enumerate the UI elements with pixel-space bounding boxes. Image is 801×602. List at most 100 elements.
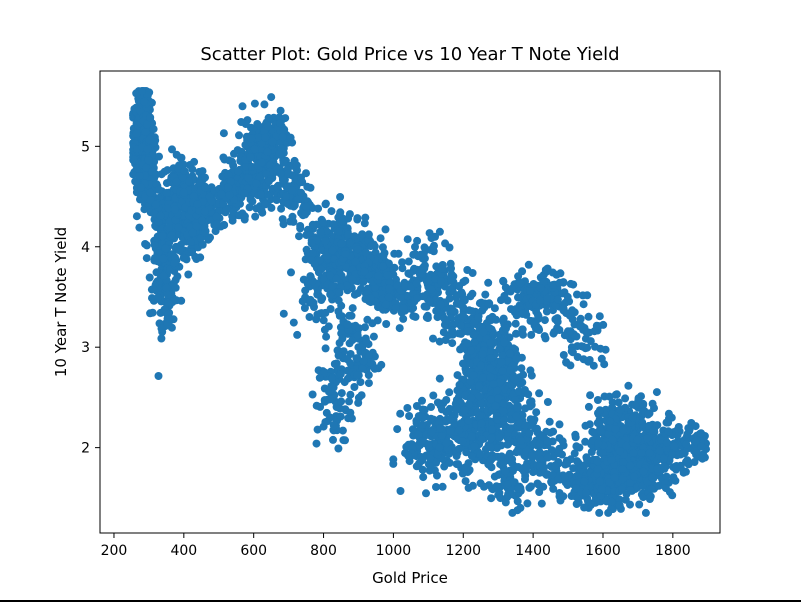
data-point	[135, 172, 144, 180]
data-point	[193, 200, 202, 209]
data-point	[154, 372, 163, 380]
data-point	[198, 240, 207, 249]
data-point	[284, 169, 292, 178]
data-point	[650, 404, 658, 413]
data-point	[448, 326, 457, 335]
data-point	[408, 425, 417, 434]
data-point	[277, 144, 285, 153]
data-point	[518, 309, 527, 318]
data-point	[510, 375, 519, 384]
data-point	[257, 158, 266, 167]
data-point	[303, 182, 312, 191]
data-point	[253, 120, 262, 128]
data-point	[566, 327, 575, 336]
data-point	[289, 318, 298, 327]
data-point	[489, 380, 498, 388]
data-point	[432, 262, 441, 271]
data-point	[645, 448, 654, 457]
data-point	[318, 294, 327, 303]
data-point	[676, 463, 685, 472]
data-point	[321, 237, 330, 246]
x-axis-label: Gold Price	[372, 569, 448, 587]
data-point	[512, 355, 521, 364]
data-point	[556, 269, 565, 278]
data-point	[653, 465, 662, 473]
data-point	[499, 314, 508, 323]
data-point	[429, 334, 437, 343]
data-point	[148, 308, 157, 317]
data-point	[295, 232, 303, 241]
data-point	[362, 337, 371, 346]
data-point	[469, 371, 478, 380]
data-point	[668, 450, 676, 459]
data-point	[427, 414, 435, 423]
data-point	[548, 268, 557, 277]
data-point	[251, 212, 260, 221]
data-point	[592, 321, 601, 330]
data-point	[167, 231, 176, 240]
data-point	[377, 360, 386, 369]
data-point	[257, 190, 265, 199]
data-point	[250, 99, 259, 108]
data-point	[457, 288, 466, 297]
data-point	[156, 211, 165, 220]
data-point	[404, 451, 413, 460]
data-point	[308, 277, 317, 286]
data-point	[669, 473, 678, 482]
data-point	[335, 404, 344, 413]
data-point	[358, 364, 367, 373]
data-point	[132, 212, 141, 221]
data-point	[540, 332, 549, 341]
data-point	[560, 331, 569, 340]
data-point	[305, 313, 314, 321]
data-point	[325, 395, 334, 404]
data-point	[499, 399, 508, 408]
data-point	[412, 462, 421, 471]
data-point	[446, 259, 455, 268]
data-point	[358, 342, 367, 351]
data-point	[539, 464, 548, 473]
data-point	[353, 371, 362, 380]
x-tick-label: 800	[310, 543, 337, 559]
data-point	[360, 267, 369, 276]
data-point	[281, 114, 290, 123]
data-point	[381, 225, 390, 234]
data-point	[264, 122, 272, 131]
data-point	[453, 371, 462, 380]
data-point	[414, 430, 423, 439]
data-point	[343, 320, 352, 329]
data-point	[135, 223, 144, 232]
data-point	[467, 452, 476, 461]
data-point	[575, 443, 584, 452]
data-point	[399, 314, 408, 323]
data-point	[492, 315, 500, 324]
data-point	[644, 410, 652, 419]
data-point	[334, 227, 343, 236]
data-point	[337, 301, 346, 310]
data-point	[366, 358, 375, 367]
data-point	[345, 397, 353, 406]
data-point	[264, 177, 273, 186]
data-point	[175, 161, 183, 170]
data-point	[391, 304, 400, 312]
data-point	[551, 461, 560, 470]
data-point	[555, 326, 564, 334]
x-tick-label: 200	[101, 543, 128, 559]
data-point	[240, 212, 249, 221]
data-point	[201, 183, 210, 192]
data-point	[516, 503, 525, 512]
data-point	[300, 304, 309, 312]
data-point	[526, 366, 535, 375]
data-point	[583, 343, 592, 352]
data-point	[597, 485, 606, 494]
scatter-points	[129, 87, 710, 517]
data-point	[332, 274, 341, 283]
data-point	[606, 417, 615, 426]
data-point	[490, 304, 499, 313]
data-point	[142, 163, 151, 172]
data-point	[521, 421, 530, 430]
data-point	[336, 370, 345, 379]
data-point	[427, 285, 436, 294]
data-point	[350, 383, 359, 391]
data-point	[433, 398, 442, 407]
